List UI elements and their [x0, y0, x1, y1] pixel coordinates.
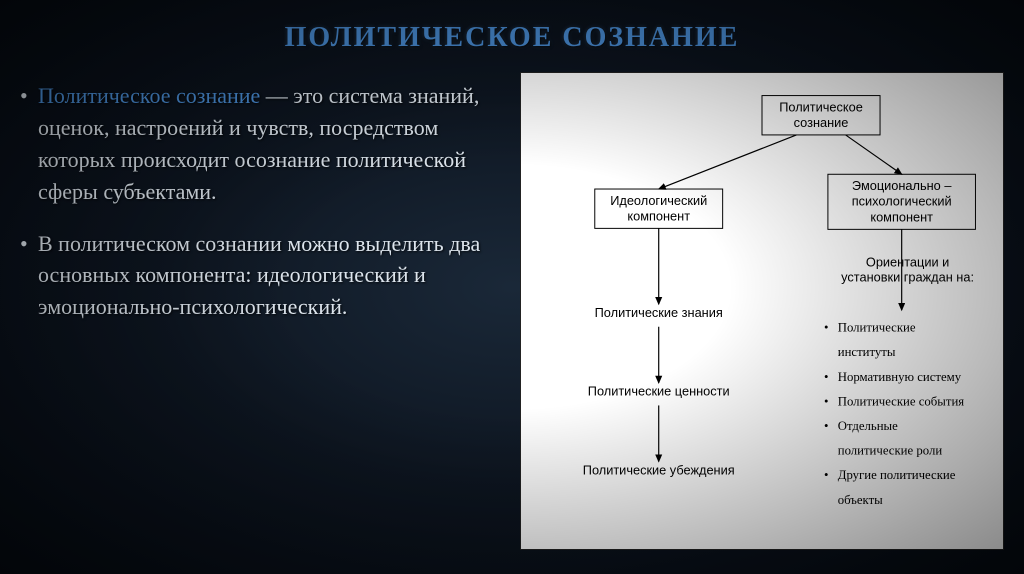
term-highlight: Политическое сознание — [38, 83, 260, 108]
svg-text:Нормативную систему: Нормативную систему — [838, 370, 962, 384]
slide-title: ПОЛИТИЧЕСКОЕ СОЗНАНИЕ — [0, 22, 1024, 54]
bullet-dot: • — [20, 80, 38, 208]
svg-text:психологический: психологический — [852, 194, 952, 209]
svg-text:Политическое: Политическое — [779, 99, 863, 114]
svg-text:Политические ценности: Политические ценности — [588, 384, 730, 399]
bullet-2: • В политическом сознании можно выделить… — [20, 228, 500, 324]
svg-text:сознание: сознание — [794, 115, 849, 130]
svg-text:Эмоционально –: Эмоционально – — [852, 178, 952, 193]
svg-text:Политические знания: Политические знания — [595, 305, 723, 320]
svg-text:институты: институты — [838, 345, 896, 359]
content-row: • Политическое сознание — это система зн… — [0, 72, 1024, 566]
svg-text:Политические: Политические — [838, 321, 916, 335]
svg-text:Политические убеждения: Политические убеждения — [583, 462, 735, 477]
bullet-1-text: Политическое сознание — это система знан… — [38, 80, 500, 208]
bullet-dot: • — [20, 228, 38, 324]
svg-text:•: • — [824, 468, 828, 482]
text-column: • Политическое сознание — это система зн… — [20, 72, 500, 566]
bullet-2-text: В политическом сознании можно выделить д… — [38, 228, 500, 324]
svg-text:политические роли: политические роли — [838, 444, 943, 458]
svg-text:установки граждан на:: установки граждан на: — [841, 269, 974, 284]
svg-text:Политические события: Политические события — [838, 394, 965, 408]
svg-text:объекты: объекты — [838, 493, 883, 507]
svg-text:Идеологический: Идеологический — [610, 193, 707, 208]
svg-text:Другие политические: Другие политические — [838, 468, 956, 482]
svg-text:компонент: компонент — [627, 209, 690, 224]
diagram-panel: ПолитическоесознаниеИдеологическийкомпон… — [520, 72, 1004, 550]
svg-text:компонент: компонент — [870, 209, 933, 224]
svg-text:Отдельные: Отдельные — [838, 419, 898, 433]
svg-text:•: • — [824, 394, 828, 408]
svg-text:Ориентации и: Ориентации и — [866, 255, 949, 270]
svg-text:•: • — [824, 370, 828, 384]
svg-text:•: • — [824, 419, 828, 433]
diagram-svg: ПолитическоесознаниеИдеологическийкомпон… — [521, 73, 1003, 549]
svg-text:•: • — [824, 321, 828, 335]
bullet-1: • Политическое сознание — это система зн… — [20, 80, 500, 208]
slide-title-area: ПОЛИТИЧЕСКОЕ СОЗНАНИЕ — [0, 0, 1024, 72]
